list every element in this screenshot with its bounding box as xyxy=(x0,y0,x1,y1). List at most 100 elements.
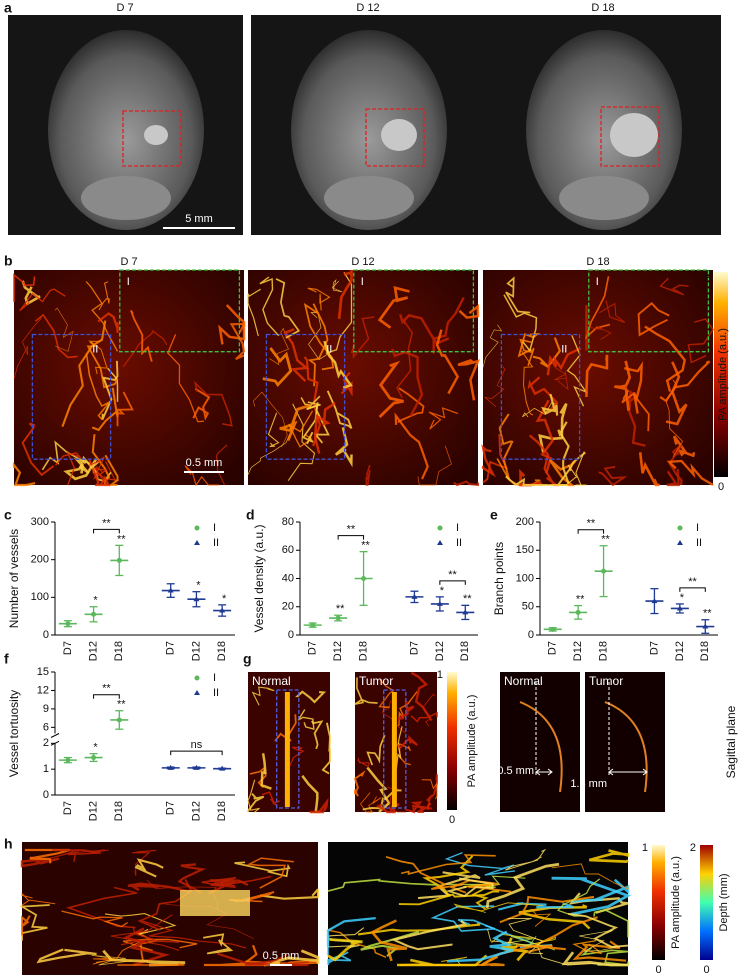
region-label: I xyxy=(596,276,599,288)
vessel xyxy=(410,671,433,722)
vessel xyxy=(665,379,684,458)
pa-image xyxy=(500,672,580,812)
vessel xyxy=(484,366,506,407)
mean-dot xyxy=(335,615,341,621)
cerebellum xyxy=(81,176,171,220)
vessel xyxy=(24,848,71,864)
vessel xyxy=(297,709,315,731)
vessel xyxy=(453,480,480,487)
x-tick-label: D18 xyxy=(597,641,609,661)
significance: ** xyxy=(576,594,585,606)
vessel xyxy=(116,391,134,427)
image-label: Normal xyxy=(504,674,543,688)
vessel xyxy=(12,461,36,487)
vessel xyxy=(267,412,280,448)
vessel xyxy=(130,309,153,362)
vessel xyxy=(588,849,630,863)
vessel xyxy=(300,395,321,410)
vessel xyxy=(529,908,552,927)
vessel xyxy=(659,277,689,296)
vessel xyxy=(331,279,343,293)
vessel xyxy=(110,914,180,951)
vessel xyxy=(325,272,353,355)
vessel xyxy=(127,882,191,893)
vessel xyxy=(538,403,568,453)
vessel xyxy=(295,690,327,704)
vessel xyxy=(391,348,424,417)
vessel xyxy=(41,440,90,471)
significance: ** xyxy=(463,593,472,605)
vessel xyxy=(548,458,576,487)
vessel xyxy=(394,412,429,480)
vessel xyxy=(327,878,437,892)
vessel xyxy=(385,855,463,890)
vessel xyxy=(350,316,375,359)
scale-bar-label: 0.5 mm xyxy=(263,950,300,962)
x-tick-label: D12 xyxy=(87,801,99,821)
image-label: Normal xyxy=(252,674,291,688)
y-tick-label: 9 xyxy=(43,703,49,715)
legend-marker xyxy=(677,540,683,545)
vessel xyxy=(307,287,331,311)
vessel xyxy=(572,940,627,962)
legend-label: II xyxy=(213,537,219,549)
vessel xyxy=(326,390,353,430)
region-label: II xyxy=(561,343,567,355)
vessel xyxy=(546,347,582,376)
cerebellum xyxy=(559,176,649,220)
vessel xyxy=(122,330,168,368)
mean-triangle xyxy=(651,598,658,604)
x-tick-label: D7 xyxy=(307,641,319,655)
vessel xyxy=(184,465,220,487)
vessel xyxy=(435,329,460,395)
colorbar-min: 0 xyxy=(449,814,455,826)
y-tick-label: 150 xyxy=(516,544,534,556)
vessel xyxy=(142,920,247,949)
significance: * xyxy=(440,585,445,597)
bracket-label: ** xyxy=(587,518,596,530)
vessel xyxy=(86,341,119,389)
roi-box xyxy=(600,106,660,167)
significance: ** xyxy=(601,534,610,546)
bracket-label: ** xyxy=(102,683,111,695)
cerebellum xyxy=(324,176,414,220)
y-tick-label: 80 xyxy=(282,516,294,528)
vessel xyxy=(665,361,688,426)
vessel xyxy=(203,944,272,967)
vessel xyxy=(366,766,391,813)
vessel xyxy=(303,356,322,447)
vessel xyxy=(426,774,438,810)
vessel xyxy=(556,878,601,917)
mean-triangle xyxy=(676,605,683,611)
vessel xyxy=(527,376,559,411)
legend-marker xyxy=(194,675,200,681)
vessel xyxy=(208,879,249,895)
midline xyxy=(284,692,290,807)
mean-triangle xyxy=(411,593,418,599)
vessel xyxy=(400,854,496,875)
vessel xyxy=(505,276,531,314)
vessel xyxy=(247,779,260,813)
vessel xyxy=(85,353,111,421)
tumor xyxy=(381,119,417,151)
vessel xyxy=(505,475,549,487)
vessel xyxy=(377,285,410,329)
y-tick-label: 300 xyxy=(31,516,49,528)
vessel xyxy=(91,387,119,432)
vessel xyxy=(353,770,366,797)
image-title: D 18 xyxy=(591,2,614,14)
sagittal-outline xyxy=(604,701,648,793)
vessel xyxy=(485,862,560,909)
vessel xyxy=(287,403,316,482)
vessel xyxy=(167,334,204,423)
significance: * xyxy=(196,580,201,592)
vessel xyxy=(88,340,108,375)
vessel xyxy=(624,361,643,414)
vessel xyxy=(88,459,111,487)
x-tick-label: D7 xyxy=(62,801,74,815)
vessel xyxy=(274,714,297,742)
roi-box xyxy=(588,269,710,353)
image-label: Tumor xyxy=(589,674,623,688)
x-tick-label: D7 xyxy=(165,641,177,655)
